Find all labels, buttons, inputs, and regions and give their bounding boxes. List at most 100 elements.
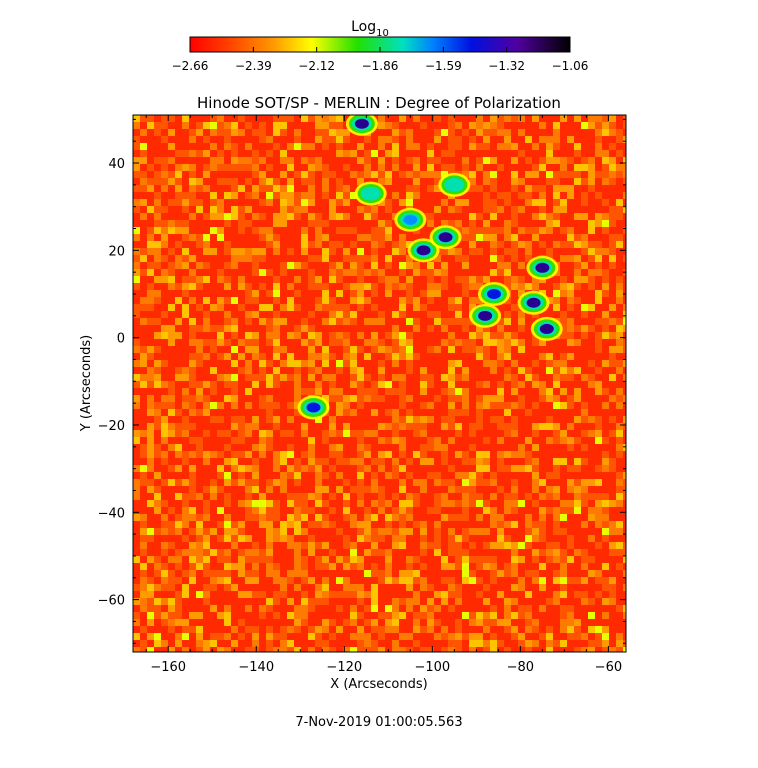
heatmap-cell	[616, 395, 623, 402]
heatmap-cell	[385, 178, 392, 185]
heatmap-cell	[343, 129, 350, 136]
heatmap-cell	[462, 577, 469, 584]
heatmap-cell	[140, 535, 147, 542]
heatmap-cell	[287, 577, 294, 584]
heatmap-cell	[357, 486, 364, 493]
heatmap-cell	[364, 647, 371, 652]
heatmap-cell	[224, 248, 231, 255]
heatmap-cell	[147, 591, 154, 598]
heatmap-cell	[133, 584, 140, 591]
heatmap-cell	[420, 381, 427, 388]
heatmap-cell	[595, 262, 602, 269]
heatmap-cell	[455, 549, 462, 556]
heatmap-cell	[462, 290, 469, 297]
heatmap-cell	[560, 514, 567, 521]
heatmap-cell	[490, 619, 497, 626]
heatmap-cell	[602, 388, 609, 395]
heatmap-cell	[567, 626, 574, 633]
heatmap-cell	[448, 129, 455, 136]
heatmap-cell	[238, 157, 245, 164]
heatmap-cell	[378, 367, 385, 374]
heatmap-cell	[399, 381, 406, 388]
heatmap-cell	[574, 171, 581, 178]
heatmap-cell	[420, 535, 427, 542]
heatmap-cell	[469, 570, 476, 577]
heatmap-cell	[518, 542, 525, 549]
heatmap-cell	[287, 465, 294, 472]
heatmap-cell	[301, 115, 308, 122]
heatmap-cell	[553, 556, 560, 563]
heatmap-cell	[511, 570, 518, 577]
heatmap-cell	[518, 178, 525, 185]
heatmap-cell	[175, 318, 182, 325]
heatmap-cell	[602, 507, 609, 514]
heatmap-cell	[245, 192, 252, 199]
heatmap-cell	[322, 122, 329, 129]
heatmap-cell	[427, 283, 434, 290]
heatmap-cell	[623, 570, 626, 577]
heatmap-cell	[574, 465, 581, 472]
heatmap-cell	[595, 122, 602, 129]
heatmap-cell	[546, 157, 553, 164]
heatmap-cell	[609, 234, 616, 241]
heatmap-cell	[469, 500, 476, 507]
heatmap-cell	[147, 227, 154, 234]
heatmap-cell	[231, 381, 238, 388]
heatmap-cell	[476, 402, 483, 409]
heatmap-cell	[245, 360, 252, 367]
heatmap-cell	[413, 185, 420, 192]
heatmap-cell	[182, 311, 189, 318]
heatmap-cell	[210, 605, 217, 612]
heatmap-cell	[490, 213, 497, 220]
heatmap-cell	[553, 465, 560, 472]
heatmap-cell	[371, 234, 378, 241]
heatmap-cell	[469, 458, 476, 465]
heatmap-cell	[301, 563, 308, 570]
heatmap-cell	[504, 619, 511, 626]
heatmap-cell	[210, 227, 217, 234]
heatmap-cell	[294, 472, 301, 479]
heatmap-cell	[329, 521, 336, 528]
heatmap-cell	[343, 584, 350, 591]
heatmap-cell	[273, 276, 280, 283]
heatmap-cell	[140, 360, 147, 367]
heatmap-cell	[196, 591, 203, 598]
heatmap-cell	[224, 241, 231, 248]
heatmap-cell	[238, 353, 245, 360]
heatmap-cell	[413, 416, 420, 423]
heatmap-cell	[343, 192, 350, 199]
heatmap-cell	[224, 381, 231, 388]
heatmap-cell	[259, 269, 266, 276]
heatmap-cell	[350, 381, 357, 388]
heatmap-cell	[224, 325, 231, 332]
heatmap-cell	[147, 577, 154, 584]
heatmap-cell	[329, 619, 336, 626]
heatmap-cell	[525, 612, 532, 619]
heatmap-cell	[609, 206, 616, 213]
heatmap-cell	[525, 255, 532, 262]
heatmap-cell	[294, 143, 301, 150]
heatmap-cell	[203, 395, 210, 402]
heatmap-cell	[301, 171, 308, 178]
heatmap-cell	[133, 171, 140, 178]
heatmap-cell	[427, 262, 434, 269]
heatmap-cell	[343, 479, 350, 486]
heatmap-cell	[378, 241, 385, 248]
heatmap-cell	[497, 437, 504, 444]
heatmap-cell	[602, 150, 609, 157]
heatmap-cell	[406, 472, 413, 479]
heatmap-cell	[392, 605, 399, 612]
heatmap-cell	[490, 269, 497, 276]
heatmap-cell	[182, 500, 189, 507]
heatmap-cell	[511, 626, 518, 633]
heatmap-cell	[168, 584, 175, 591]
heatmap-cell	[245, 507, 252, 514]
heatmap-cell	[147, 122, 154, 129]
heatmap-cell	[154, 171, 161, 178]
heatmap-cell	[546, 220, 553, 227]
heatmap-cell	[406, 185, 413, 192]
heatmap-cell	[427, 276, 434, 283]
heatmap-cell	[378, 143, 385, 150]
heatmap-cell	[567, 325, 574, 332]
heatmap-cell	[567, 374, 574, 381]
